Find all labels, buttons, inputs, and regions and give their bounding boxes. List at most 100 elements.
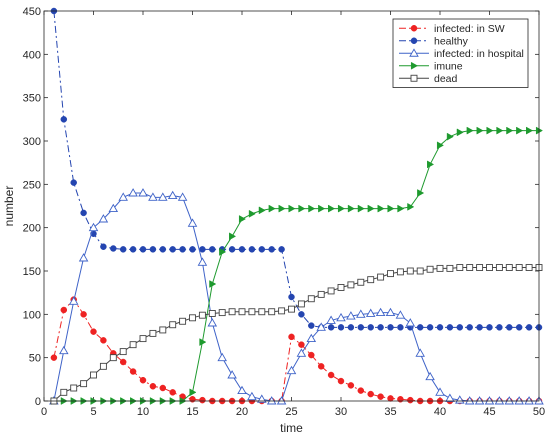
y-tick-label: 200 — [23, 223, 41, 235]
data-point — [99, 362, 107, 370]
data-point — [407, 202, 415, 211]
data-point — [515, 264, 523, 271]
plot-frame — [43, 10, 540, 402]
data-point — [258, 246, 266, 253]
data-point — [308, 351, 315, 359]
legend-marker — [409, 48, 419, 57]
data-point — [118, 192, 128, 201]
legend-marker — [410, 61, 419, 70]
data-point — [88, 222, 99, 232]
data-point — [288, 204, 296, 213]
data-point — [417, 189, 425, 197]
data-point — [258, 308, 266, 316]
data-point — [347, 324, 355, 331]
x-tick-label: 15 — [186, 406, 198, 418]
data-point — [356, 309, 366, 318]
data-point — [515, 324, 523, 331]
data-point — [317, 290, 325, 298]
data-point — [248, 246, 256, 253]
data-point — [100, 243, 107, 250]
data-point — [416, 267, 424, 275]
data-point — [327, 324, 335, 331]
data-point — [347, 204, 355, 213]
data-point — [486, 264, 493, 271]
x-tick-label: 50 — [533, 406, 545, 418]
data-point — [217, 352, 227, 362]
data-point — [297, 300, 305, 308]
data-point — [367, 324, 374, 331]
data-point — [296, 348, 307, 357]
data-point — [80, 311, 87, 318]
x-tick-label: 45 — [483, 406, 495, 418]
data-point — [189, 246, 196, 253]
data-point — [266, 396, 277, 405]
data-point — [367, 204, 375, 213]
legend-marker — [410, 25, 418, 32]
y-tick-label: 300 — [23, 136, 41, 148]
legend-label: infected: in hospital — [434, 48, 524, 60]
data-point — [60, 306, 68, 314]
data-point — [405, 318, 416, 327]
data-point — [167, 190, 178, 200]
data-point — [464, 396, 475, 405]
data-point — [474, 396, 485, 405]
data-point — [237, 385, 247, 395]
data-point — [377, 273, 385, 281]
data-point — [218, 309, 226, 317]
data-point — [347, 281, 355, 289]
data-point — [59, 345, 69, 355]
data-point — [486, 126, 494, 135]
data-point — [298, 341, 305, 348]
data-point — [308, 204, 316, 213]
data-point — [426, 324, 434, 331]
series-2 — [49, 188, 544, 405]
y-tick-label: 50 — [29, 353, 41, 365]
data-point — [337, 324, 345, 331]
x-tick-label: 40 — [434, 406, 446, 418]
data-point — [415, 348, 425, 357]
data-point — [506, 324, 513, 331]
data-point — [298, 204, 306, 213]
data-point — [80, 209, 87, 217]
data-point — [484, 396, 495, 405]
data-point — [159, 246, 167, 253]
y-tick-label: 150 — [23, 266, 41, 278]
data-point — [505, 264, 513, 271]
data-point — [276, 396, 287, 405]
data-point — [278, 307, 286, 315]
data-point — [387, 395, 394, 402]
data-point — [506, 126, 514, 135]
data-point — [257, 394, 267, 403]
data-point — [129, 368, 137, 375]
data-point — [80, 380, 88, 388]
data-point — [466, 264, 474, 271]
data-series — [49, 7, 544, 405]
data-point — [149, 246, 157, 253]
data-point — [119, 246, 127, 253]
data-point — [238, 246, 246, 253]
data-point — [209, 280, 217, 288]
data-point — [476, 324, 483, 331]
data-point — [337, 204, 346, 213]
data-point — [346, 311, 356, 320]
data-point — [395, 310, 406, 319]
data-point — [526, 126, 534, 135]
data-point — [367, 390, 374, 398]
data-point — [177, 192, 188, 201]
data-point — [258, 206, 266, 215]
data-point — [149, 383, 157, 390]
legend-label: healthy — [434, 36, 469, 48]
data-point — [98, 214, 109, 223]
data-point — [347, 382, 355, 389]
data-point — [327, 371, 335, 379]
data-point — [139, 376, 147, 384]
x-axis-label: time — [280, 421, 303, 435]
data-point — [119, 348, 127, 356]
data-point — [336, 312, 346, 322]
data-point — [427, 160, 435, 169]
data-point — [288, 333, 295, 341]
data-point — [50, 354, 58, 361]
data-point — [179, 246, 186, 253]
data-point — [375, 307, 386, 317]
